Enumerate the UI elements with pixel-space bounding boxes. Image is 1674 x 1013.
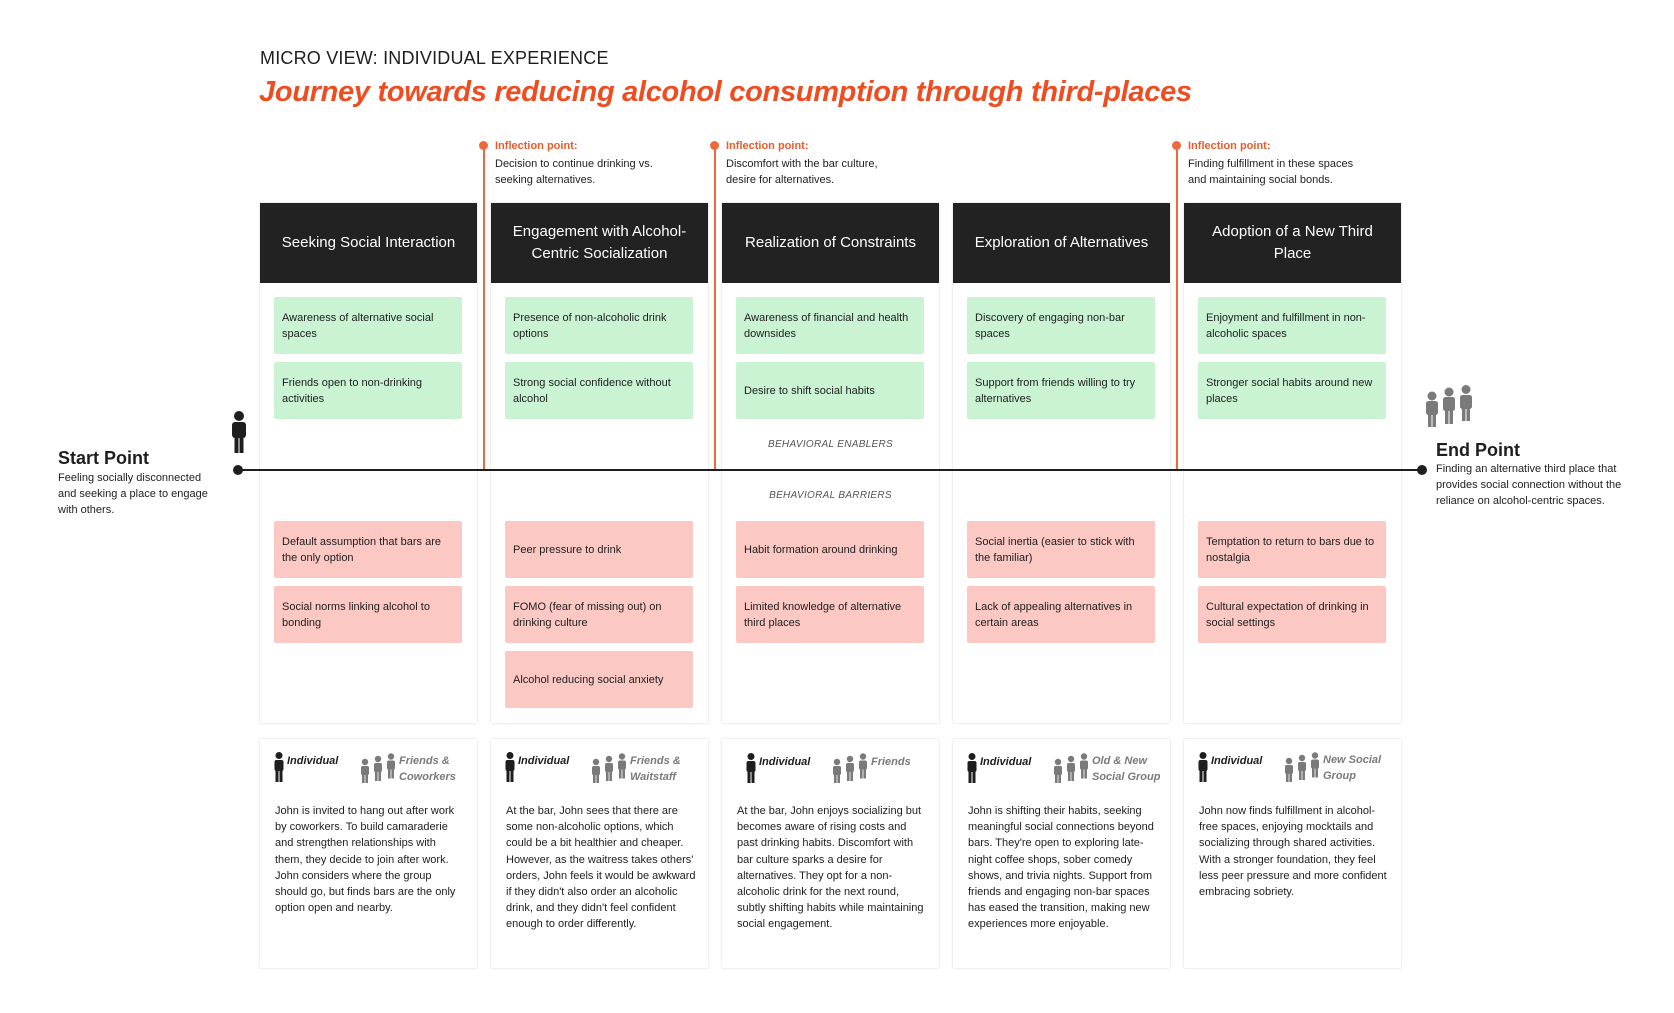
barriers-label: BEHAVIORAL BARRIERS bbox=[769, 490, 892, 501]
persona-group: Friends & Waitstaff bbox=[591, 753, 700, 785]
group-icon bbox=[592, 753, 626, 783]
persona-group-label: Old & New Social Group bbox=[1092, 755, 1161, 783]
persona-group: Friends bbox=[832, 753, 931, 783]
start-point-title: Start Point bbox=[58, 448, 150, 468]
persona-group: Friends & Coworkers bbox=[360, 753, 469, 785]
barrier-card: Lack of appealing alternatives in certai… bbox=[967, 586, 1155, 643]
start-person-icon bbox=[231, 411, 247, 453]
story-text: At the bar, John sees that there are som… bbox=[506, 805, 696, 931]
persona-group: Old & New Social Group bbox=[1053, 753, 1168, 785]
stage-header-4: Exploration of Alternatives bbox=[953, 203, 1170, 283]
inflection-label-2: Inflection point: bbox=[726, 140, 809, 152]
story-text: John is shifting their habits, seeking m… bbox=[968, 805, 1154, 931]
end-dot bbox=[1417, 465, 1427, 475]
inflection-line-2 bbox=[714, 145, 716, 470]
barrier-card: Temptation to return to bars due to nost… bbox=[1198, 521, 1386, 578]
group-icon bbox=[833, 753, 867, 783]
person-icon bbox=[746, 753, 756, 783]
enabler-card: Presence of non-alcoholic drink options bbox=[505, 297, 693, 354]
persona-individual-label: Individual bbox=[287, 755, 339, 767]
stage-header-5: Adoption of a New Third Place bbox=[1184, 203, 1401, 283]
enabler-card: Support from friends willing to try alte… bbox=[967, 362, 1155, 419]
group-icon bbox=[1285, 752, 1319, 782]
end-point-title: End Point bbox=[1436, 440, 1520, 460]
persona-group-label: Friends bbox=[871, 756, 911, 768]
end-point-description: Finding an alternative third place that … bbox=[1436, 463, 1622, 507]
persona-individual: Individual bbox=[1198, 752, 1262, 782]
barrier-card: FOMO (fear of missing out) on drinking c… bbox=[505, 586, 693, 643]
enabler-card: Enjoyment and fulfillment in non-alcohol… bbox=[1198, 297, 1386, 354]
person-icon bbox=[505, 752, 515, 782]
enabler-card: Awareness of financial and health downsi… bbox=[736, 297, 924, 354]
start-dot bbox=[233, 465, 243, 475]
person-icon bbox=[274, 752, 284, 782]
inflection-dot-2 bbox=[710, 141, 719, 150]
persona-group-label: New Social Group bbox=[1323, 754, 1382, 782]
story-card-2: Individual Friends & Waitstaff At the ba… bbox=[491, 739, 708, 968]
person-icon bbox=[967, 753, 977, 783]
inflection-line-1 bbox=[483, 145, 485, 470]
barrier-card: Cultural expectation of drinking in soci… bbox=[1198, 586, 1386, 643]
enabler-card: Friends open to non-drinking activities bbox=[274, 362, 462, 419]
enablers-label: BEHAVIORAL ENABLERS bbox=[767, 439, 893, 450]
story-text: John is invited to hang out after work b… bbox=[275, 805, 456, 915]
barrier-card: Social inertia (easier to stick with the… bbox=[967, 521, 1155, 578]
story-card-3: Individual Friends At the bar, John enjo… bbox=[722, 739, 939, 968]
persona-individual-label: Individual bbox=[518, 755, 570, 767]
persona-group: New Social Group bbox=[1284, 752, 1389, 784]
story-card-4: Individual Old & New Social Group John i… bbox=[953, 739, 1170, 968]
enabler-card: Awareness of alternative social spaces bbox=[274, 297, 462, 354]
barrier-card: Default assumption that bars are the onl… bbox=[274, 521, 462, 578]
page-title: Journey towards reducing alcohol consump… bbox=[259, 76, 1192, 108]
story-text: John now finds fulfillment in alcohol-fr… bbox=[1199, 805, 1387, 899]
end-group-icon bbox=[1424, 385, 1474, 427]
persona-individual: Individual bbox=[967, 753, 1031, 783]
enabler-card: Strong social confidence without alcohol bbox=[505, 362, 693, 419]
persona-group-label: Friends & Coworkers bbox=[399, 755, 456, 783]
persona-group-label: Friends & Waitstaff bbox=[630, 755, 681, 783]
persona-individual-label: Individual bbox=[980, 756, 1032, 768]
timeline-line bbox=[237, 469, 1421, 471]
inflection-dot-3 bbox=[1172, 141, 1181, 150]
persona-individual: Individual bbox=[746, 753, 810, 783]
inflection-label-1: Inflection point: bbox=[495, 140, 578, 152]
barrier-card: Limited knowledge of alternative third p… bbox=[736, 586, 924, 643]
barrier-card: Social norms linking alcohol to bonding bbox=[274, 586, 462, 643]
inflection-text-3: Finding fulfillment in these spaces and … bbox=[1188, 158, 1354, 186]
group-icon bbox=[361, 753, 395, 783]
persona-individual-label: Individual bbox=[759, 756, 811, 768]
inflection-text-1: Decision to continue drinking vs. seekin… bbox=[495, 158, 653, 186]
stage-header-1: Seeking Social Interaction bbox=[260, 203, 477, 283]
story-card-1: Individual Friends & Coworkers John is i… bbox=[260, 739, 477, 968]
inflection-line-3 bbox=[1176, 145, 1178, 470]
enabler-card: Stronger social habits around new places bbox=[1198, 362, 1386, 419]
persona-individual: Individual bbox=[505, 752, 569, 782]
group-icon bbox=[1054, 753, 1088, 783]
story-text: At the bar, John enjoys socializing but … bbox=[737, 805, 924, 931]
inflection-label-3: Inflection point: bbox=[1188, 140, 1271, 152]
persona-individual-label: Individual bbox=[1211, 755, 1263, 767]
inflection-text-2: Discomfort with the bar culture, desire … bbox=[726, 158, 878, 186]
enabler-card: Desire to shift social habits bbox=[736, 362, 924, 419]
page-subtitle: MICRO VIEW: INDIVIDUAL EXPERIENCE bbox=[260, 48, 609, 68]
stage-header-3: Realization of Constraints bbox=[722, 203, 939, 283]
persona-individual: Individual bbox=[274, 752, 338, 782]
barrier-card: Peer pressure to drink bbox=[505, 521, 693, 578]
barrier-card: Alcohol reducing social anxiety bbox=[505, 651, 693, 708]
inflection-dot-1 bbox=[479, 141, 488, 150]
barrier-card: Habit formation around drinking bbox=[736, 521, 924, 578]
stage-header-2: Engagement with Alcohol-Centric Socializ… bbox=[491, 203, 708, 283]
story-card-5: Individual New Social Group John now fin… bbox=[1184, 739, 1401, 968]
start-point-description: Feeling socially disconnected and seekin… bbox=[58, 472, 208, 516]
person-icon bbox=[1198, 752, 1208, 782]
enabler-card: Discovery of engaging non-bar spaces bbox=[967, 297, 1155, 354]
